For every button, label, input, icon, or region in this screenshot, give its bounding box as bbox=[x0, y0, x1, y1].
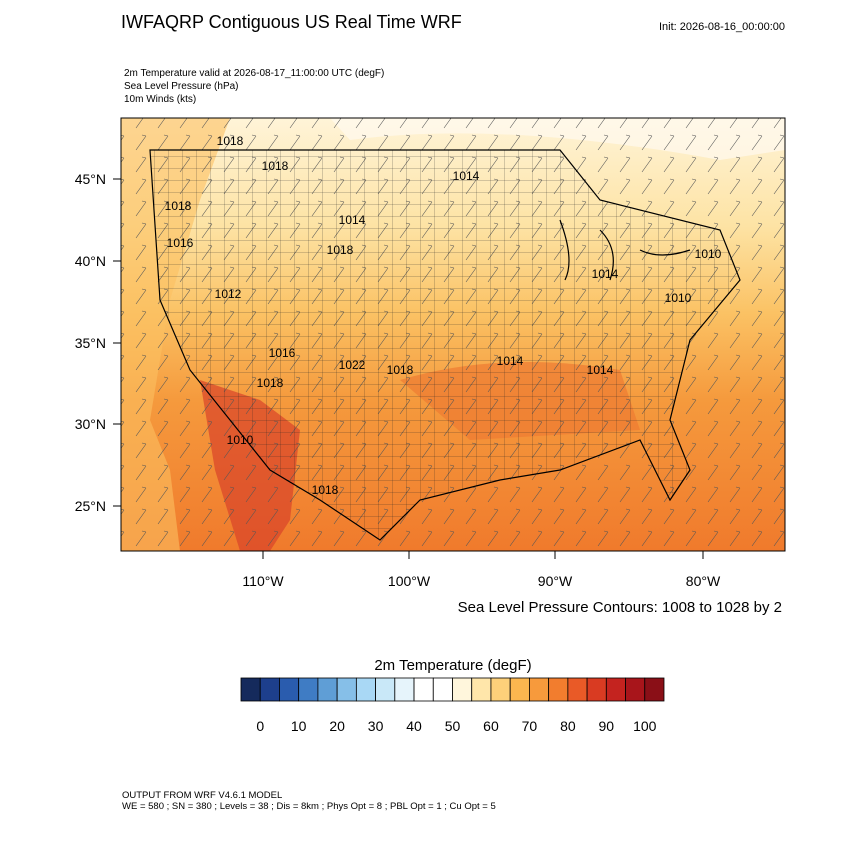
contour-label: 1010 bbox=[665, 291, 692, 305]
colorbar-label: 0 bbox=[256, 718, 264, 734]
colorbar-box bbox=[336, 677, 357, 702]
contour-label: 1014 bbox=[592, 267, 619, 281]
contour-label: 1018 bbox=[165, 199, 192, 213]
colorbar-box bbox=[548, 677, 569, 702]
colorbar-box bbox=[413, 677, 434, 702]
field-label: 2m Temperature valid at 2026-08-17_11:00… bbox=[124, 68, 384, 79]
contour-label: 1010 bbox=[227, 433, 254, 447]
map-frame bbox=[120, 117, 786, 552]
great-lakes bbox=[559, 219, 691, 281]
contour-label: 1018 bbox=[217, 134, 244, 148]
contour-label: 1012 bbox=[215, 287, 242, 301]
contour-label: 1018 bbox=[387, 363, 414, 377]
field-label: Sea Level Pressure (hPa) bbox=[124, 81, 239, 92]
colorbar-label: 100 bbox=[633, 718, 657, 734]
contour-note: Sea Level Pressure Contours: 1008 to 102… bbox=[458, 599, 782, 616]
footer-line: OUTPUT FROM WRF V4.6.1 MODEL bbox=[122, 790, 282, 801]
colorbar-label: 30 bbox=[368, 718, 384, 734]
colorbar-label: 60 bbox=[483, 718, 499, 734]
lon-label: 80°W bbox=[686, 573, 721, 589]
footer-line: WE = 580 ; SN = 380 ; Levels = 38 ; Dis … bbox=[122, 801, 496, 812]
colorbar-box bbox=[432, 677, 453, 702]
colorbar-label: 10 bbox=[291, 718, 307, 734]
contour-label: 1016 bbox=[167, 236, 194, 250]
lat-label: 45°N bbox=[75, 171, 106, 187]
colorbar-box bbox=[586, 677, 607, 702]
colorbar-label: 50 bbox=[445, 718, 461, 734]
colorbar-box bbox=[625, 677, 646, 702]
contour-label: 1014 bbox=[453, 169, 480, 183]
field-label: 10m Winds (kts) bbox=[124, 94, 196, 105]
contour-label: 1018 bbox=[262, 159, 289, 173]
colorbar-box bbox=[490, 677, 511, 702]
colorbar-label: 80 bbox=[560, 718, 576, 734]
colorbar-box bbox=[279, 677, 300, 702]
colorbar-box bbox=[259, 677, 280, 702]
colorbar-box bbox=[375, 677, 396, 702]
colorbar-box bbox=[529, 677, 550, 702]
contour-label: 1014 bbox=[587, 363, 614, 377]
contour-label: 1022 bbox=[339, 358, 366, 372]
colorbar-box bbox=[355, 677, 376, 702]
contour-label: 1014 bbox=[339, 213, 366, 227]
lon-label: 100°W bbox=[388, 573, 431, 589]
us-outline bbox=[149, 149, 741, 541]
colorbar-title: 2m Temperature (degF) bbox=[374, 657, 531, 674]
colorbar-box bbox=[452, 677, 473, 702]
lat-label: 35°N bbox=[75, 335, 106, 351]
colorbar-box bbox=[317, 677, 338, 702]
contour-label: 1018 bbox=[312, 483, 339, 497]
colorbar-box bbox=[394, 677, 415, 702]
colorbar-label: 20 bbox=[329, 718, 345, 734]
lat-label: 30°N bbox=[75, 416, 106, 432]
contour-label: 1018 bbox=[327, 243, 354, 257]
contour-label: 1014 bbox=[497, 354, 524, 368]
lon-label: 110°W bbox=[242, 573, 284, 589]
colorbar-box bbox=[509, 677, 530, 702]
colorbar-box bbox=[644, 677, 665, 702]
contour-label: 1016 bbox=[269, 346, 296, 360]
contour-label: 1010 bbox=[695, 247, 722, 261]
colorbar-box bbox=[471, 677, 492, 702]
title: IWFAQRP Contiguous US Real Time WRF bbox=[121, 12, 462, 32]
colorbar-box bbox=[240, 677, 261, 702]
init-time: Init: 2026-08-16_00:00:00 bbox=[659, 21, 785, 33]
colorbar-box bbox=[567, 677, 588, 702]
colorbar-label: 70 bbox=[522, 718, 538, 734]
contour-label: 1018 bbox=[257, 376, 284, 390]
colorbar-box bbox=[605, 677, 626, 702]
lat-label: 25°N bbox=[75, 498, 106, 514]
colorbar-box bbox=[298, 677, 319, 702]
lon-label: 90°W bbox=[538, 573, 573, 589]
lat-label: 40°N bbox=[75, 253, 106, 269]
colorbar-label: 40 bbox=[406, 718, 422, 734]
colorbar-label: 90 bbox=[599, 718, 615, 734]
